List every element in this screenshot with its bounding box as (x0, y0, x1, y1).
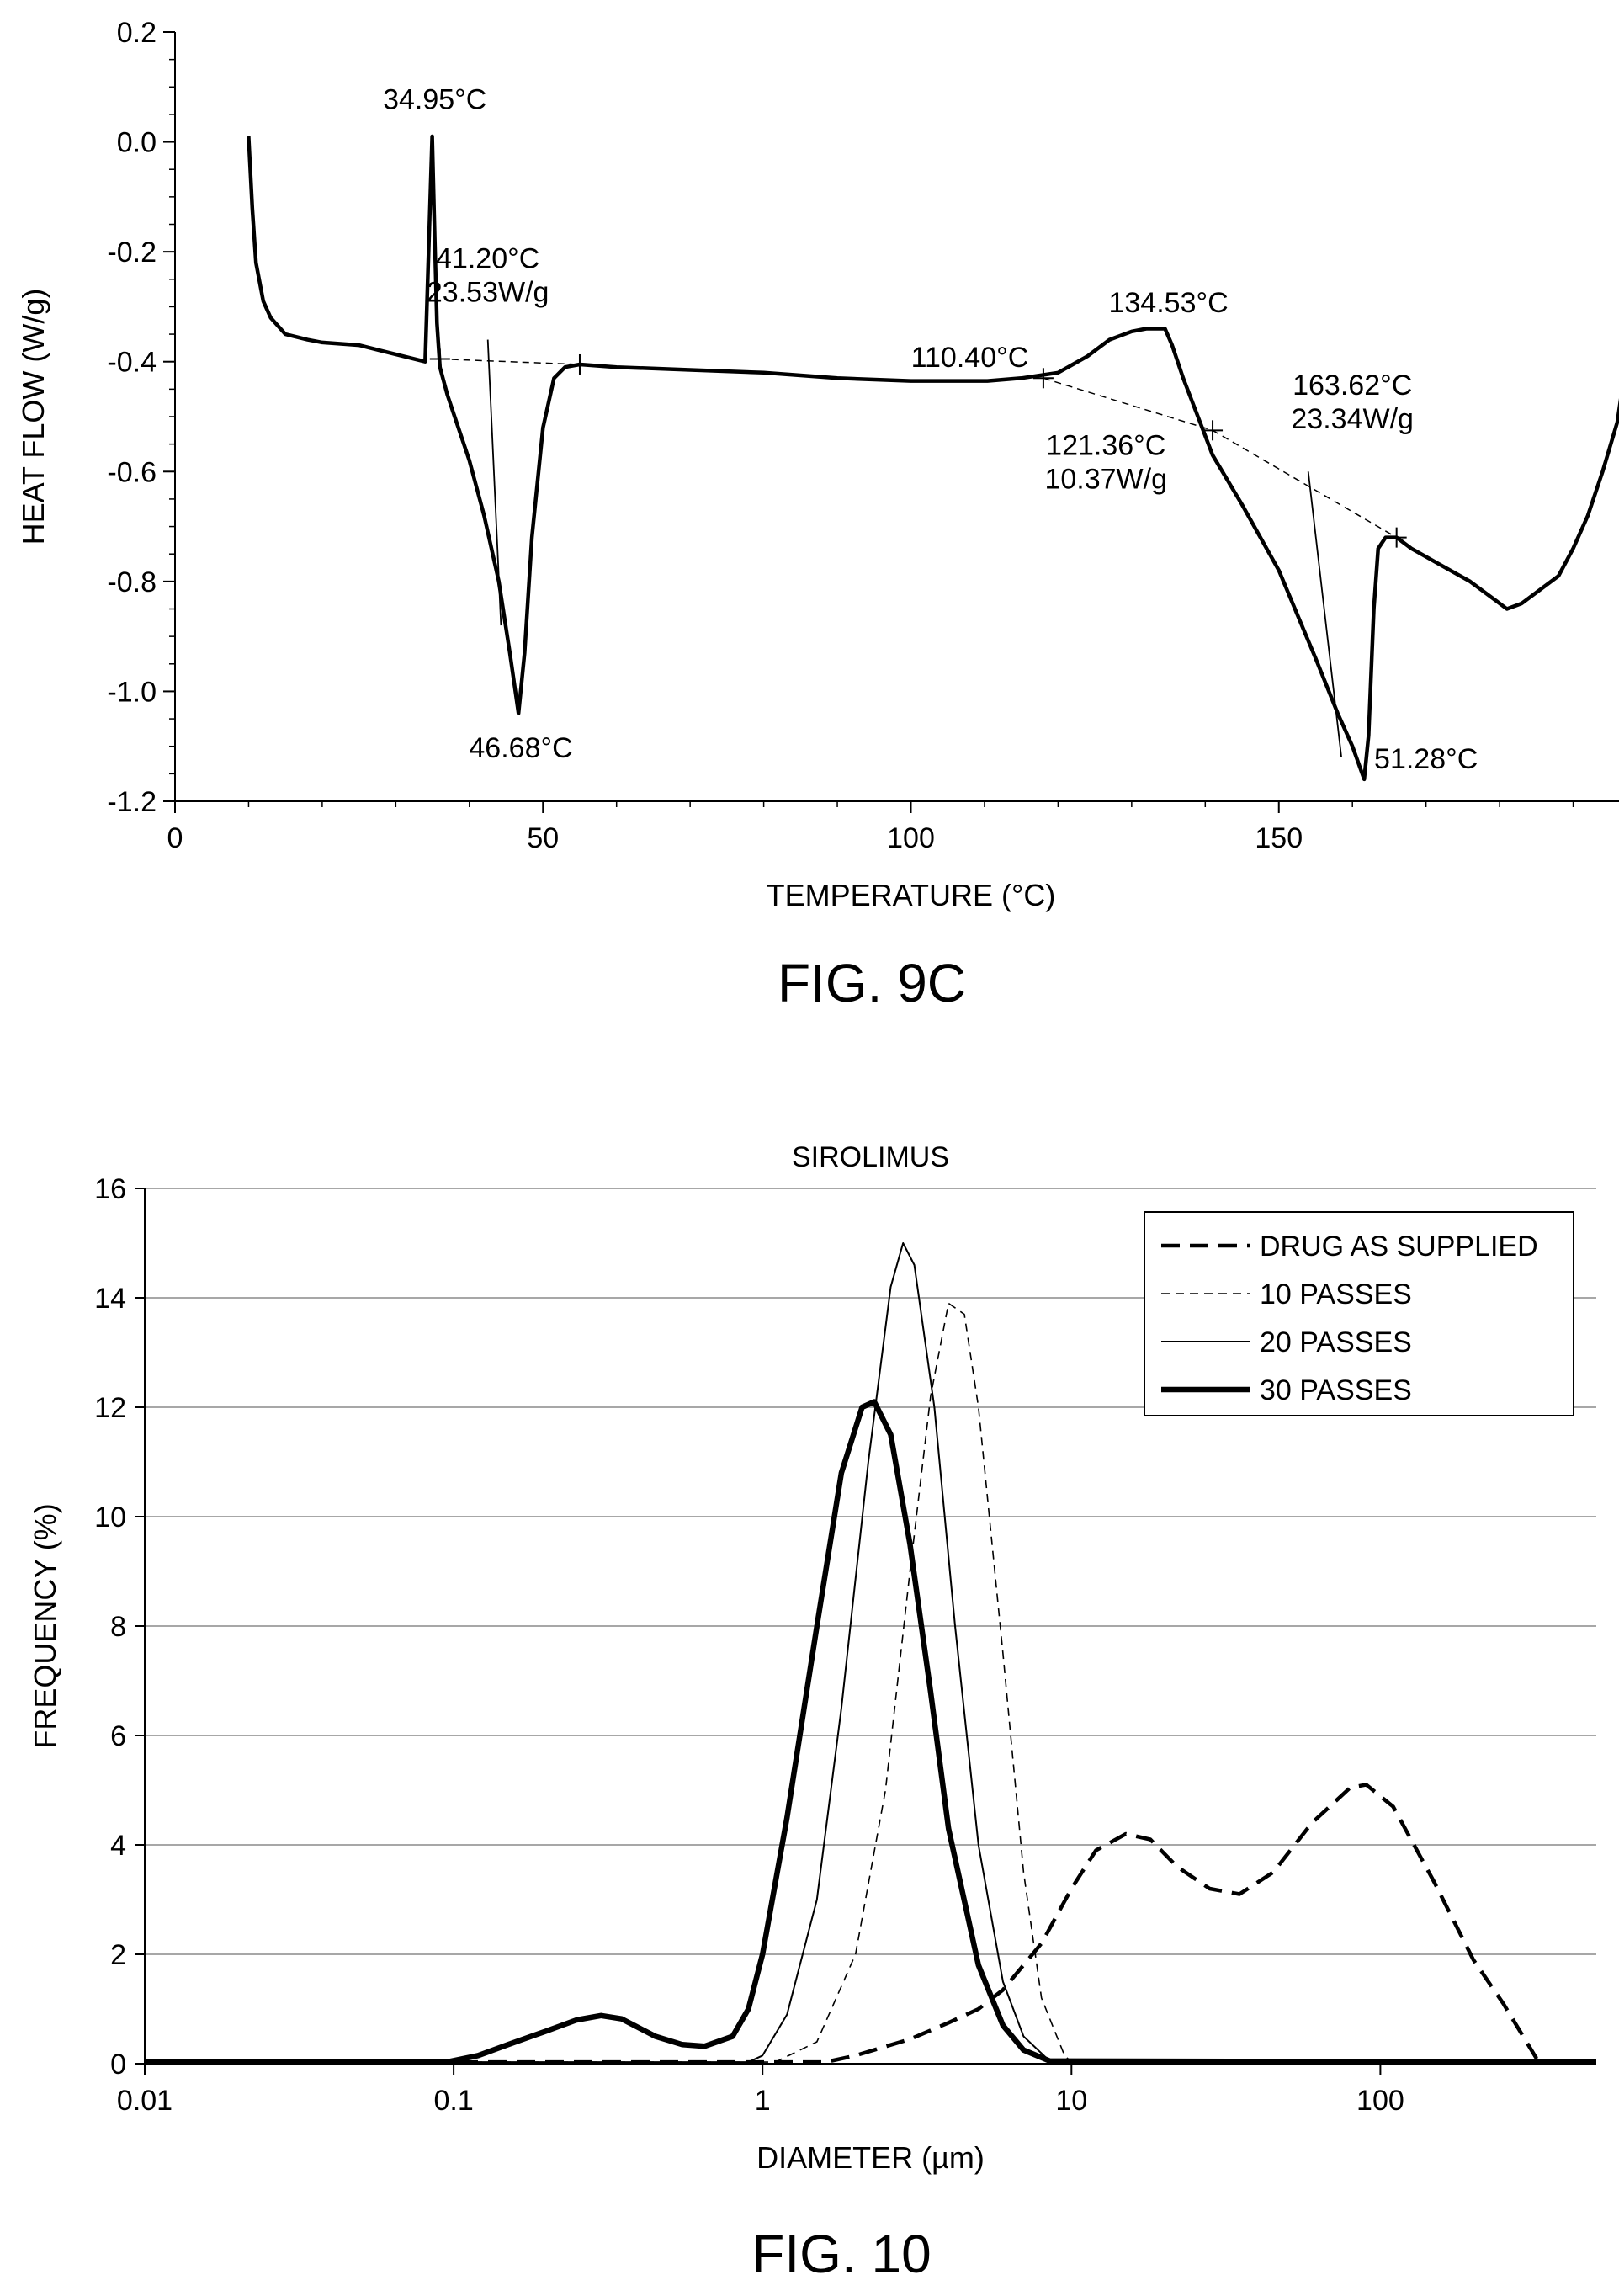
dsc-y-tick-label: 0.2 (117, 17, 157, 49)
psd-y-tick-label: 8 (110, 1611, 126, 1643)
dsc-y-tick-label: -1.2 (107, 786, 157, 818)
dsc-annotation-label: 23.34W/g (1291, 403, 1414, 435)
psd-y-axis-label: FREQUENCY (%) (28, 1503, 62, 1748)
dsc-x-tick-label: 150 (1255, 822, 1303, 854)
psd-legend-box (1144, 1211, 1574, 1416)
dsc-y-tick-label: -0.6 (107, 456, 157, 488)
psd-x-tick-label: 1 (755, 2085, 771, 2117)
dsc-annotation-label: 46.68°C (469, 732, 572, 764)
psd-x-tick-label: 0.01 (117, 2085, 173, 2117)
psd-series (145, 1242, 1597, 2065)
psd-y-tick-label: 10 (94, 1501, 126, 1533)
psd-y-tick-label: 4 (110, 1830, 126, 1862)
psd-x-tick-label: 10 (1055, 2085, 1087, 2117)
psd-series-line (145, 1399, 1597, 2065)
dsc-y-axis-label: HEAT FLOW (W/g) (16, 289, 50, 545)
dsc-axes (174, 32, 1619, 802)
dsc-y-tick-label: 0.0 (117, 127, 157, 159)
psd-y-tick-label: 0 (110, 2049, 126, 2081)
figure-caption-10: FIG. 10 (751, 2224, 931, 2284)
dsc-axis-ticks: 0.2 0.0 -0.2 -0.4 -0.6 -0.8 -1.0 -1.2 0 50 100 150 2… (107, 17, 1574, 854)
psd-x-tick-label: 0.1 (433, 2085, 473, 2117)
psd-y-tick-label: 6 (110, 1720, 126, 1752)
psd-legend-label: 20 PASSES (1260, 1326, 1412, 1358)
psd-gridlines (145, 1188, 1596, 1955)
psd-chart-title: SIROLIMUS (792, 1141, 949, 1173)
dsc-x-axis-label: TEMPERATURE (°C) (767, 878, 1056, 912)
psd-y-tick-label: 16 (94, 1173, 126, 1205)
psd-legend-label: 30 PASSES (1260, 1374, 1412, 1406)
psd-axis-ticks: 0 2 4 6 8 10 12 14 16 0.01 0.1 1 10 100 (94, 1173, 1404, 2117)
psd-series-line (145, 1783, 1596, 2065)
dsc-annotations: 34.95°C 41.20°C23.53W/g 46.68°C 110.40°C 134… (383, 83, 1478, 774)
dsc-series (247, 134, 1619, 782)
dsc-annotation-label: 34.95°C (383, 83, 486, 115)
dsc-annotation-label: 23.53W/g (427, 277, 549, 309)
psd-x-tick-label: 100 (1356, 2085, 1404, 2117)
psd-legend-label: 10 PASSES (1260, 1278, 1412, 1310)
dsc-construction-lines (429, 339, 1407, 757)
psd-series-line (145, 1242, 1597, 2064)
particle-size-chart: 0 2 4 6 8 10 12 14 16 0.01 0.1 1 10 100 DRUG AS SUPPL… (28, 1141, 1597, 2284)
dsc-annotation-label: 51.28°C (1374, 743, 1478, 775)
dsc-y-tick-label: -1.0 (107, 676, 157, 708)
dsc-annotation-label: 10.37W/g (1044, 464, 1167, 496)
dsc-heat-flow-line (247, 134, 1619, 782)
psd-series-line (145, 1302, 1596, 2063)
dsc-x-tick-label: 100 (887, 822, 935, 854)
dsc-x-tick-label: 0 (167, 822, 183, 854)
dsc-annotation-label: 163.62°C (1293, 369, 1412, 401)
dsc-y-tick-label: -0.8 (107, 566, 157, 598)
dsc-chart: 0.2 0.0 -0.2 -0.4 -0.6 -0.8 -1.0 -1.2 0 50 100 150 2… (16, 17, 1619, 1013)
psd-y-tick-label: 14 (94, 1283, 126, 1315)
dsc-annotation-label: 110.40°C (911, 342, 1029, 374)
dsc-x-tick-label: 50 (527, 822, 559, 854)
dsc-baseline (439, 358, 581, 365)
psd-y-tick-label: 2 (110, 1939, 126, 1971)
psd-legend: DRUG AS SUPPLIED 10 PASSES 20 PASSES 30 PAS… (1144, 1211, 1574, 1416)
psd-legend-label: DRUG AS SUPPLIED (1260, 1230, 1538, 1262)
figure-caption-9c: FIG. 9C (778, 953, 966, 1013)
dsc-y-tick-label: -0.4 (107, 347, 157, 379)
dsc-annotation-label: 134.53°C (1108, 287, 1228, 319)
psd-x-axis-label: DIAMETER (µm) (756, 2140, 985, 2175)
dsc-y-tick-label: -0.2 (107, 237, 157, 268)
dsc-annotation-label: 41.20°C (436, 243, 539, 275)
dsc-annotation-label: 121.36°C (1046, 430, 1165, 462)
psd-y-tick-label: 12 (94, 1392, 126, 1424)
